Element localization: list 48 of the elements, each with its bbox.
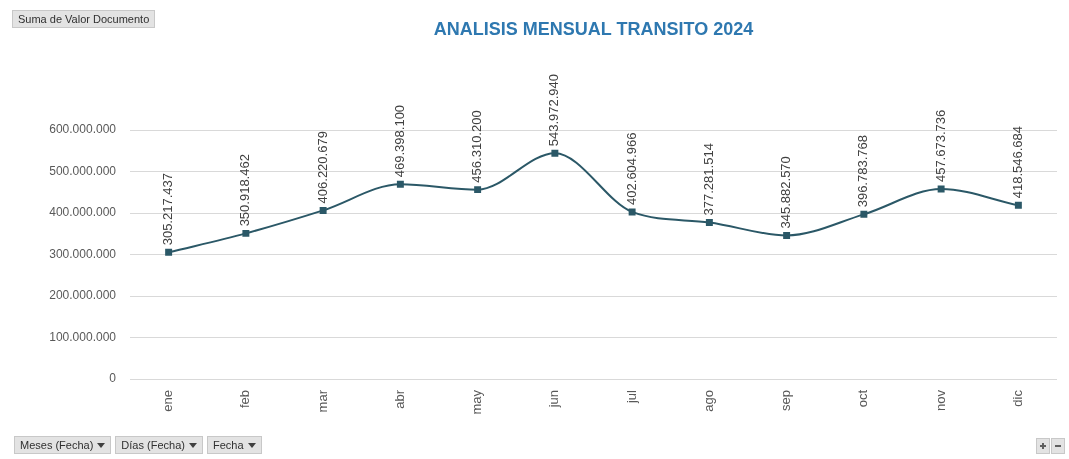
x-tick-label: mar — [314, 389, 330, 413]
point — [705, 218, 713, 226]
x-tick-label: may — [469, 389, 485, 415]
point — [783, 231, 791, 239]
point — [242, 229, 250, 237]
y-tick-label: 100.000.000 — [49, 329, 117, 344]
point — [860, 210, 868, 218]
point — [396, 180, 404, 188]
point — [165, 248, 173, 256]
field-button: Meses (Fecha) — [14, 436, 112, 454]
point — [937, 185, 945, 193]
x-tick-label: feb — [237, 390, 253, 409]
y-tick-label: 300.000.000 — [49, 246, 117, 261]
y-tick-label: 400.000.000 — [49, 205, 117, 220]
data-label: 402.604.966 — [623, 132, 639, 205]
data-label: 406.220.679 — [314, 131, 330, 204]
y-tick-label: 600.000.000 — [49, 122, 117, 137]
chart-title: ANALISIS MENSUAL TRANSITO 2024 — [433, 18, 754, 39]
data-label: 469.398.100 — [391, 104, 407, 178]
y-tick-label: 200.000.000 — [49, 288, 117, 303]
x-tick-label: oct — [855, 389, 871, 408]
data-label: 377.281.514 — [700, 143, 716, 216]
data-label: 543.972.940 — [546, 73, 562, 147]
x-tick-label: ene — [160, 390, 176, 412]
point — [474, 186, 482, 194]
y-tick-label: 500.000.000 — [49, 163, 117, 178]
x-tick-label: ago — [700, 390, 716, 412]
data-label: 350.918.462 — [237, 154, 253, 227]
x-tick-label: nov — [932, 389, 948, 411]
field-button: Fecha — [206, 436, 262, 454]
x-tick-label: jun — [546, 390, 562, 409]
field-button: Días (Fecha) — [115, 436, 203, 454]
point — [319, 206, 327, 214]
data-label: 396.783.768 — [855, 135, 871, 208]
data-label: 456.310.200 — [469, 110, 485, 183]
x-tick-label: abr — [391, 389, 407, 409]
x-tick-label: jul — [623, 389, 639, 405]
x-tick-label: sep — [778, 390, 794, 411]
point — [1014, 201, 1022, 209]
x-tick-label: dic — [1009, 389, 1025, 407]
point — [628, 208, 636, 216]
data-label: 457.673.736 — [932, 109, 948, 183]
data-label: 305.217.437 — [160, 173, 176, 246]
data-label: 345.882.570 — [778, 156, 794, 229]
point — [551, 149, 559, 157]
data-label: 418.546.684 — [1009, 126, 1025, 199]
y-tick-label: 0 — [109, 371, 117, 386]
field-button: Suma de Valor Documento — [12, 10, 156, 28]
